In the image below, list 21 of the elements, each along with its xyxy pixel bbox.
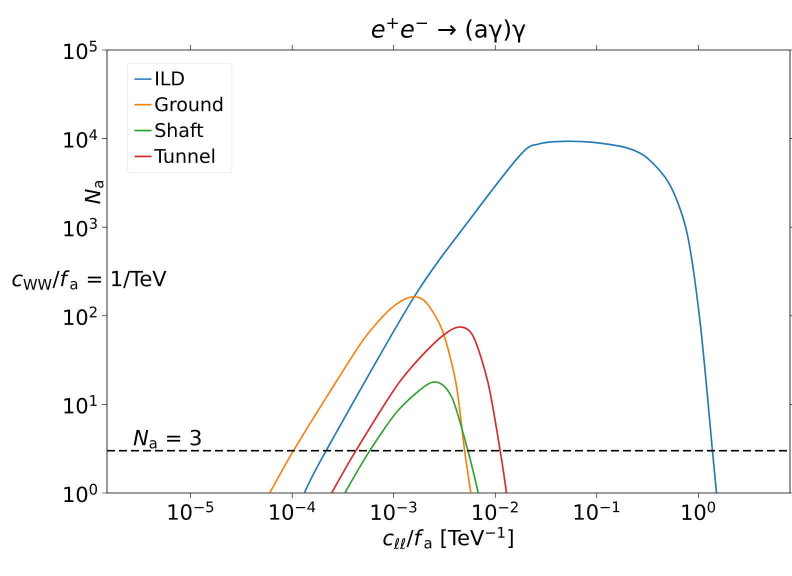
annotation: c$_{WW}$/f$_{a}$ = 1/TeV [12,270,166,290]
y-tick-label: 10$^{1}$ [64,395,97,414]
x-tick-label: 10$^{−3}$ [372,502,416,520]
y-axis-title: N$_{a}$ [84,181,104,204]
legend-label: Tunnel [154,148,214,164]
y-tick-label: 10$^{4}$ [64,129,98,148]
y-tick-label: 10$^{3}$ [64,218,97,237]
y-tick-label: 10$^{0}$ [64,484,97,502]
x-tick-label: 10$^{−4}$ [270,502,316,520]
legend-label: ILD [156,71,184,86]
legend-label: Ground [155,96,222,112]
y-tick-label: 10$^{5}$ [64,40,97,60]
y-tick-label: 10$^{2}$ [64,306,96,326]
legend-label: Shaft [156,122,204,138]
x-tick-label: 10$^{0}$ [682,502,716,520]
x-tick-label: 10$^{−1}$ [574,502,620,520]
x-tick-label: 10$^{−2}$ [473,502,518,520]
x-axis-title: c$_{ℓℓ}$/f$_{a}$ [TeV$^{−1}$] [383,527,513,550]
ref-line-label: N$_{a}$ = 3 [134,430,201,449]
x-tick-label: 10$^{−5}$ [168,502,214,520]
chart-title: e$^{+}$e$^{−}$ → (aγ)γ [372,18,526,42]
